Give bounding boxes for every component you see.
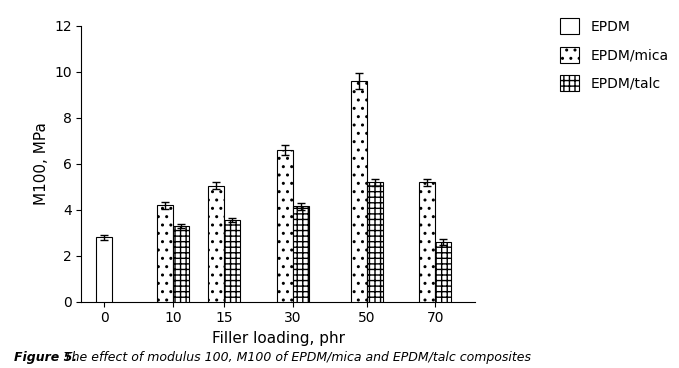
Text: The effect of modulus 100, M100 of EPDM/mica and EPDM/talc composites: The effect of modulus 100, M100 of EPDM/…	[60, 351, 531, 364]
Bar	[367, 182, 383, 302]
Y-axis label: M100, MPa: M100, MPa	[33, 122, 49, 205]
Bar	[420, 182, 435, 302]
Bar	[276, 150, 293, 302]
Bar	[435, 242, 452, 302]
Text: Figure 5.: Figure 5.	[14, 351, 77, 364]
Bar	[224, 220, 240, 302]
Bar	[172, 226, 189, 302]
Bar	[293, 206, 309, 302]
Bar	[96, 237, 112, 302]
Bar	[208, 185, 224, 302]
Legend: EPDM, EPDM/mica, EPDM/talc: EPDM, EPDM/mica, EPDM/talc	[560, 18, 669, 91]
Bar	[157, 205, 172, 302]
X-axis label: Filler loading, phr: Filler loading, phr	[212, 331, 345, 346]
Bar	[351, 81, 367, 302]
